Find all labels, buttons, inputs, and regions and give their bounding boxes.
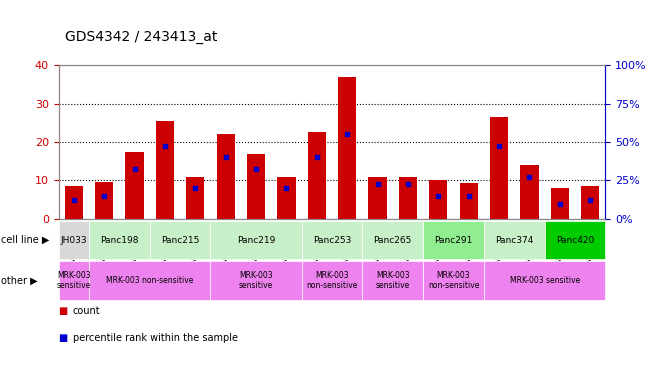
Text: MRK-003
sensitive: MRK-003 sensitive [239,271,273,290]
Text: cell line ▶: cell line ▶ [1,235,49,245]
Bar [460,183,478,219]
Bar [520,165,538,219]
Text: ■: ■ [59,306,68,316]
Text: MRK-003 sensitive: MRK-003 sensitive [510,276,580,285]
Bar [64,186,83,219]
Text: GDS4342 / 243413_at: GDS4342 / 243413_at [65,30,217,44]
Bar [308,132,326,219]
Text: Panc420: Panc420 [556,235,594,245]
Text: MRK-003
non-sensitive: MRK-003 non-sensitive [307,271,357,290]
Text: percentile rank within the sample: percentile rank within the sample [73,333,238,343]
Bar [368,177,387,219]
Bar [551,188,569,219]
Text: Panc253: Panc253 [313,235,351,245]
Bar [399,177,417,219]
Bar [429,180,447,219]
Bar [95,182,113,219]
Text: ■: ■ [59,333,68,343]
Text: Panc215: Panc215 [161,235,199,245]
Bar [186,177,204,219]
Bar [338,77,356,219]
Text: other ▶: other ▶ [1,275,38,285]
Bar [217,134,235,219]
Text: MRK-003
non-sensitive: MRK-003 non-sensitive [428,271,479,290]
Text: Panc219: Panc219 [237,235,275,245]
Bar [156,121,174,219]
Bar [247,154,265,219]
Text: Panc374: Panc374 [495,235,533,245]
Text: MRK-003
sensitive: MRK-003 sensitive [376,271,410,290]
Bar [581,186,600,219]
Text: MRK-003
sensitive: MRK-003 sensitive [57,271,91,290]
Bar [277,177,296,219]
Text: JH033: JH033 [61,235,87,245]
Text: count: count [73,306,100,316]
Text: Panc198: Panc198 [100,235,139,245]
Text: MRK-003 non-sensitive: MRK-003 non-sensitive [106,276,193,285]
Bar [490,117,508,219]
Text: Panc291: Panc291 [434,235,473,245]
Text: Panc265: Panc265 [374,235,412,245]
Bar [126,152,144,219]
